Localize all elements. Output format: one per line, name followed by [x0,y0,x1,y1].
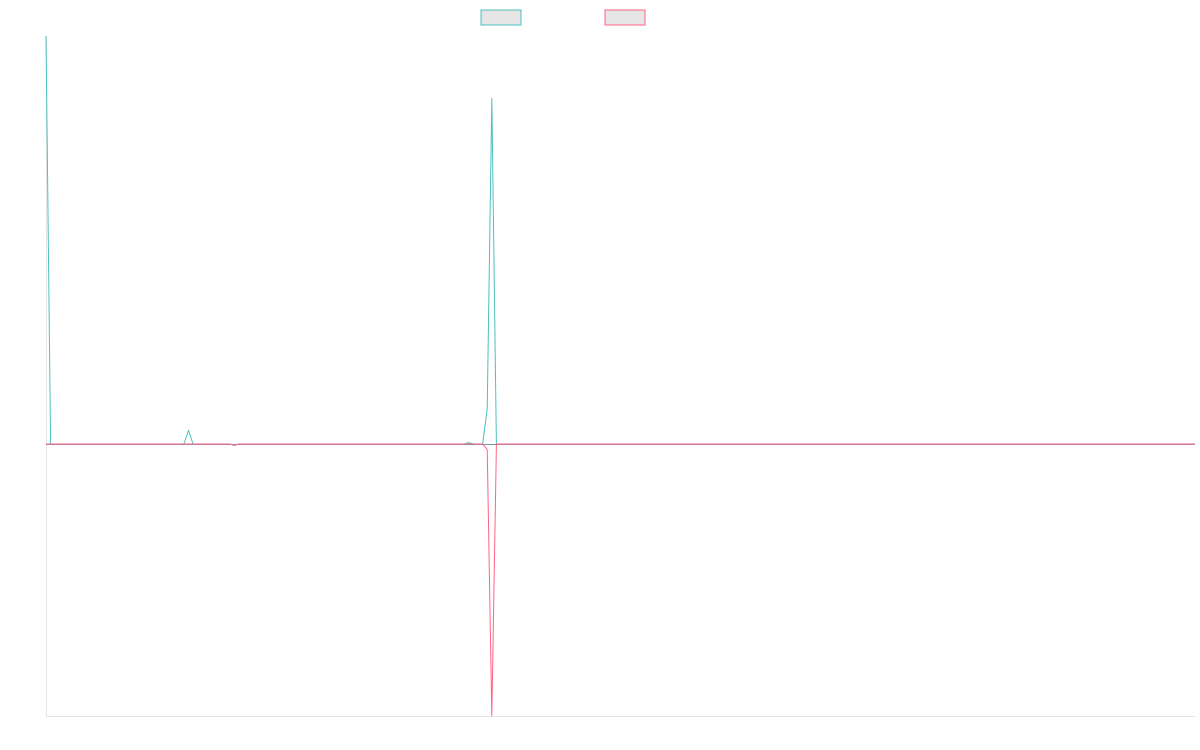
series-line-2 [46,443,1195,717]
series-line-1 [45,35,1195,446]
legend-swatch-series-1[interactable] [480,9,522,26]
legend-swatch-series-2[interactable] [604,9,646,26]
legend [480,9,646,26]
series-layer [45,35,1195,717]
